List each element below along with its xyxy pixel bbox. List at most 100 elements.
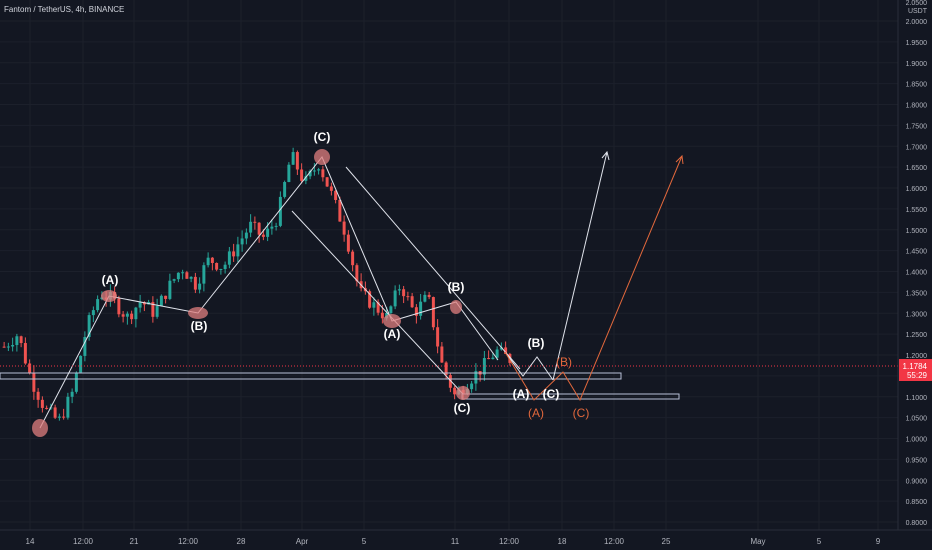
candle-body [138,302,142,308]
candle-body [240,238,244,245]
candle-body [236,244,240,257]
candle-body [253,221,257,223]
price-tick-label: 0.9500 [906,457,928,464]
candle-body [168,280,172,299]
candle-body [223,264,227,269]
candle-body [159,295,163,307]
resistance-box[interactable] [0,372,622,380]
small-wave-white [504,351,554,381]
time-axis[interactable] [0,530,932,550]
current-price-badge [899,359,932,381]
time-tick-label: May [750,537,765,546]
candle-body [487,358,491,360]
candle-body [368,291,372,308]
price-tick-label: 1.9500 [906,40,928,47]
candle-body [189,276,193,279]
price-tick-label: 1.2500 [906,332,928,339]
time-tick-label: 12:00 [73,537,94,546]
wave-label: (C) [454,401,471,415]
time-tick-label: 12:00 [178,537,199,546]
candle-body [249,221,253,233]
pivot-marker [314,149,330,165]
price-tick-label: 1.0500 [906,416,928,423]
candle-body [155,306,159,317]
candle-body [304,176,308,181]
price-tick-label: 1.2000 [906,353,928,360]
candle-body [181,272,185,274]
grid [0,0,898,530]
candle-body [244,232,248,239]
time-tick-label: 12:00 [499,537,520,546]
candle-body [453,387,457,395]
channel-line-lower [291,210,464,395]
candle-body [470,383,474,390]
time-tick-label: 11 [451,537,460,546]
wave-label: (C) [543,387,560,401]
time-tick-label: Apr [296,537,309,546]
candle-body [202,265,206,284]
candle-body [172,279,176,281]
price-tick-label: 1.3000 [906,311,928,318]
candle-body [317,169,321,171]
time-tick-label: 12:00 [604,537,625,546]
candle-body [45,407,49,409]
price-tick-label: 1.5500 [906,207,928,214]
price-tick-label: 1.7000 [906,144,928,151]
candle-body [376,302,380,313]
projection-orange [504,154,684,402]
candle-body [36,391,40,400]
candle-body [70,391,74,397]
candle-body [266,228,270,237]
candle-body [482,358,486,375]
candle-body [338,199,342,222]
candle-body [164,295,168,299]
candle-body [2,346,6,348]
candle-body [198,283,202,290]
price-tick-label: 1.7500 [906,123,928,130]
candle-body [389,306,393,313]
candle-body [325,177,329,187]
candle-body [66,396,70,418]
time-tick-label: 25 [662,537,671,546]
price-tick-label: 1.5000 [906,228,928,235]
candle-body [15,336,19,346]
candle-body [257,222,261,235]
candle-body [6,346,10,348]
candle-body [346,234,350,252]
candle-body [83,337,87,356]
currency-top: 2.0500 [906,0,928,7]
candle-body [215,262,219,270]
price-tick-label: 0.8500 [906,499,928,506]
candle-body [32,372,36,392]
arrow-head-orange [675,154,684,165]
candle-body [91,310,95,316]
currency-label: USDT [908,8,928,15]
price-tick-label: 1.1000 [906,395,928,402]
candle-body [410,296,414,308]
candle-body [87,315,91,338]
wave-label: (B) [528,336,545,350]
candle-body [125,313,129,317]
candle-body [283,182,287,197]
price-tick-label: 1.8500 [906,82,928,89]
time-tick-label: 18 [558,537,567,546]
time-tick-label: 5 [817,537,822,546]
pivot-marker [101,290,117,302]
pivot-marker [456,386,470,400]
time-tick-label: 14 [26,537,35,546]
candle-body [287,164,291,183]
candle-body [40,399,44,408]
candle-body [79,355,83,373]
candle-body [121,314,125,317]
pivot-marker [383,314,401,328]
price-axis[interactable] [898,0,932,530]
candle-body [419,301,423,316]
candle-body [210,257,214,263]
candle-body [329,186,333,191]
candle-body [308,170,312,177]
candle-body [278,196,282,226]
arrow-head-white [601,150,610,161]
candle-body [355,265,359,282]
